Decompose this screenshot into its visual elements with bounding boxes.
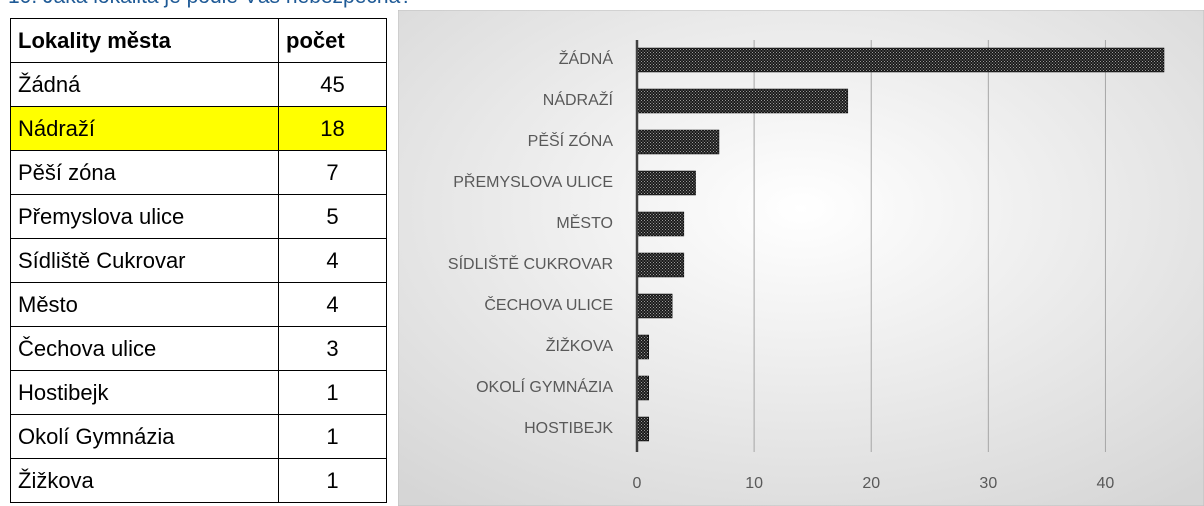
- header-cell: Lokality města: [10, 18, 279, 63]
- table-cell: Hostibejk: [10, 370, 279, 415]
- bar: [636, 334, 649, 360]
- table-row: Sídliště Cukrovar 4: [10, 238, 387, 283]
- bar: [636, 211, 685, 237]
- table-cell: 18: [278, 106, 387, 151]
- y-tick-label: OKOLÍ GYMNÁZIA: [476, 377, 613, 396]
- bar: [636, 170, 696, 196]
- heading: 10. Jaká lokalita je podle Vás nebezpečn…: [8, 0, 412, 9]
- bar: [636, 88, 849, 114]
- table-row: Žádná 45: [10, 62, 387, 107]
- bar: [636, 416, 649, 442]
- x-tick-label: 30: [979, 475, 997, 492]
- table-cell: Pěší zóna: [10, 150, 279, 195]
- table-cell: Sídliště Cukrovar: [10, 238, 279, 283]
- x-tick-label: 20: [862, 475, 880, 492]
- bar: [636, 252, 685, 278]
- y-tick-label: NÁDRAŽÍ: [543, 90, 614, 109]
- bar: [636, 47, 1165, 73]
- y-tick-label: PĚŠÍ ZÓNA: [528, 131, 614, 150]
- table-cell: 3: [278, 326, 387, 371]
- table-cell: 4: [278, 282, 387, 327]
- table-cell: 5: [278, 194, 387, 239]
- table-cell: Přemyslova ulice: [10, 194, 279, 239]
- y-tick-label: HOSTIBEJK: [524, 420, 613, 437]
- table-cell: 1: [278, 458, 387, 503]
- table-row: Nádraží 18: [10, 106, 387, 151]
- y-tick-label: ŽÁDNÁ: [559, 49, 614, 68]
- y-tick-label: SÍDLIŠTĚ CUKROVAR: [448, 254, 613, 273]
- y-tick-label: ŽIŽKOVA: [546, 336, 614, 355]
- table-cell: 7: [278, 150, 387, 195]
- table-cell: 4: [278, 238, 387, 283]
- table-cell: Žádná: [10, 62, 279, 107]
- x-tick-label: 0: [633, 475, 642, 492]
- chart: 0 10 20 30 40 ŽÁDNÁ NÁDRAŽÍ PĚŠÍ ZÓNA PŘEMYSLOVA…: [398, 10, 1204, 506]
- y-tick-label: MĚSTO: [556, 213, 613, 232]
- table-row: Hostibejk 1: [10, 370, 387, 415]
- table-row: Pěší zóna 7: [10, 150, 387, 195]
- table-cell: Okolí Gymnázia: [10, 414, 279, 459]
- table-cell: 45: [278, 62, 387, 107]
- table-cell: 1: [278, 370, 387, 415]
- bar: [636, 293, 673, 319]
- table-cell: Čechova ulice: [10, 326, 279, 371]
- table-row: Město 4: [10, 282, 387, 327]
- table-row: Přemyslova ulice 5: [10, 194, 387, 239]
- table-cell: Žižkova: [10, 458, 279, 503]
- y-tick-label: PŘEMYSLOVA ULICE: [453, 172, 613, 191]
- data-table: Lokality města počet Žádná 45 Nádraží 18 Pěš…: [10, 18, 387, 503]
- table-cell: Nádraží: [10, 106, 279, 151]
- header-row: Lokality města počet: [10, 18, 387, 63]
- table-cell: 1: [278, 414, 387, 459]
- header-cell: počet: [278, 18, 387, 63]
- bar: [636, 375, 649, 401]
- table-row: Čechova ulice 3: [10, 326, 387, 371]
- bar: [636, 129, 720, 155]
- table-row: Okolí Gymnázia 1: [10, 414, 387, 459]
- x-tick-label: 10: [745, 475, 763, 492]
- table-cell: Město: [10, 282, 279, 327]
- table-row: Žižkova 1: [10, 458, 387, 503]
- x-tick-label: 40: [1097, 475, 1115, 492]
- y-tick-label: ČECHOVA ULICE: [484, 295, 613, 314]
